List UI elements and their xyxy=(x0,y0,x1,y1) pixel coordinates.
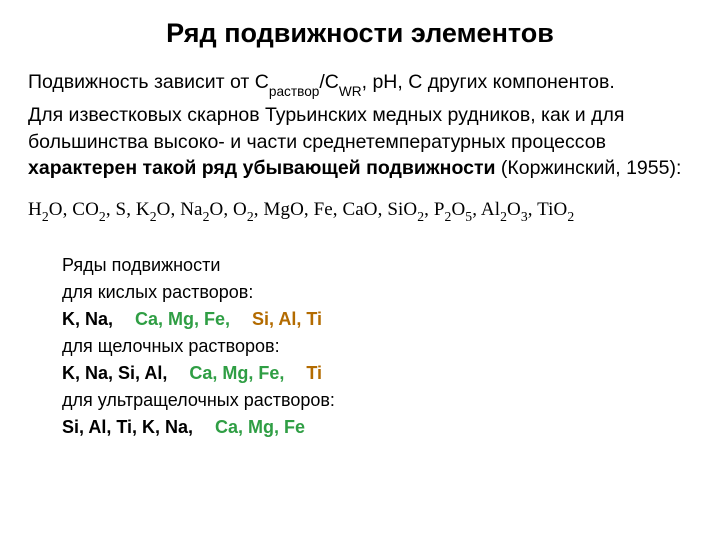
mobility-header: Ряды подвижности xyxy=(62,252,692,279)
formula-subscript: 2 xyxy=(150,209,157,224)
formula-part: , MgO, Fe, CaO, SiO xyxy=(254,199,417,220)
intro-prefix: Подвижность зависит от С xyxy=(28,71,269,93)
mobility-section: Ряды подвижности для кислых растворов: K… xyxy=(28,252,692,441)
mobility-alk-label: для щелочных растворов: xyxy=(62,333,692,360)
mobility-acid-g3: Si, Al, Ti xyxy=(252,309,322,329)
intro-line: Подвижность зависит от Сраствор/СWR, pH,… xyxy=(28,69,692,98)
para-bold: характерен такой ряд убывающей подвижнос… xyxy=(28,157,496,179)
formula-subscript: 2 xyxy=(567,209,574,224)
intro-sub2: WR xyxy=(339,84,362,99)
formula-part: H xyxy=(28,199,42,220)
slide-title: Ряд подвижности элементов xyxy=(58,18,662,49)
formula-part: O, O xyxy=(210,199,247,220)
formula-part: , TiO xyxy=(528,199,568,220)
formula-subscript: 2 xyxy=(500,209,507,224)
mobility-acid-elems: K, Na, Ca, Mg, Fe, Si, Al, Ti xyxy=(62,306,692,333)
formula-subscript: 2 xyxy=(203,209,210,224)
formula-subscript: 3 xyxy=(521,209,528,224)
para-pre: Для известковых скарнов Турьинских медны… xyxy=(28,104,624,152)
formula-subscript: 2 xyxy=(99,209,106,224)
formula-part: , S, K xyxy=(106,199,150,220)
intro-mid: /С xyxy=(319,71,339,93)
main-paragraph: Для известковых скарнов Турьинских медны… xyxy=(28,102,692,181)
mobility-acid-g2: Ca, Mg, Fe, xyxy=(135,309,230,329)
formula-subscript: 2 xyxy=(417,209,424,224)
mobility-ultra-elems: Si, Al, Ti, K, Na, Ca, Mg, Fe xyxy=(62,414,692,441)
mobility-alk-g1: K, Na, Si, Al, xyxy=(62,363,167,383)
mobility-ultra-label: для ультращелочных растворов: xyxy=(62,387,692,414)
formula-part: , Al xyxy=(472,199,500,220)
formula-subscript: 2 xyxy=(42,209,49,224)
formula-part: , P xyxy=(424,199,444,220)
para-post: (Коржинский, 1955): xyxy=(496,157,682,179)
formula-part: O, xyxy=(49,199,73,220)
intro-sub1: раствор xyxy=(269,84,320,99)
mobility-alk-g3: Ti xyxy=(306,363,322,383)
formula-part: O xyxy=(451,199,465,220)
formula-subscript: 2 xyxy=(247,209,254,224)
mobility-alk-elems: K, Na, Si, Al, Ca, Mg, Fe, Ti xyxy=(62,360,692,387)
formula-part: O, Na xyxy=(157,199,203,220)
formula-part: O xyxy=(507,199,521,220)
mobility-acid-label: для кислых растворов: xyxy=(62,279,692,306)
formula-subscript: 5 xyxy=(465,209,472,224)
mobility-acid-g1: K, Na, xyxy=(62,309,113,329)
formula-part: CO xyxy=(72,199,99,220)
mobility-ultra-g1: Si, Al, Ti, K, Na, xyxy=(62,417,193,437)
mobility-alk-g2: Ca, Mg, Fe, xyxy=(189,363,284,383)
formula-row: H2O, CO2, S, K2O, Na2O, O2, MgO, Fe, CaO… xyxy=(28,199,692,224)
intro-suffix: , pH, C других компонентов. xyxy=(362,71,615,93)
mobility-ultra-g2: Ca, Mg, Fe xyxy=(215,417,305,437)
formula-subscript: 2 xyxy=(445,209,452,224)
